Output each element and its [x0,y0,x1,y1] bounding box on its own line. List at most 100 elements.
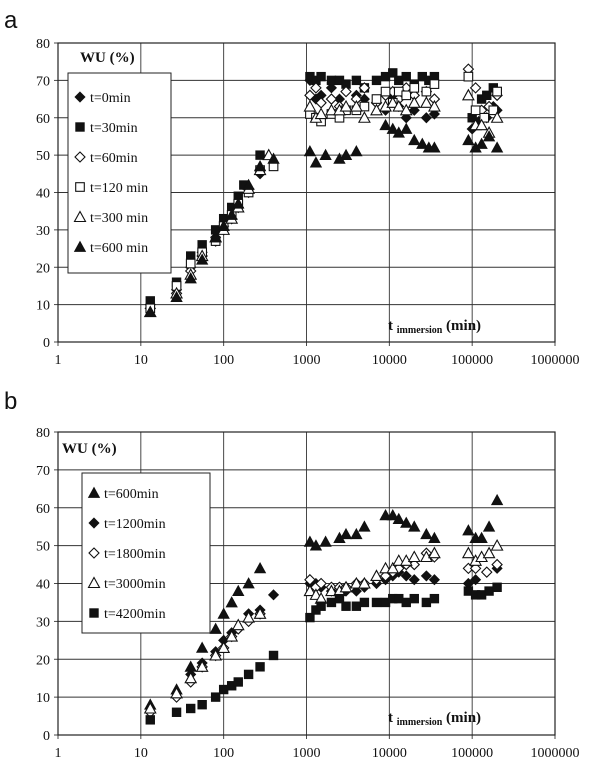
data-point [225,208,238,220]
data-point [428,141,441,153]
data-point [427,99,441,112]
plot-frame [57,431,556,736]
data-point [392,512,405,525]
data-point [217,641,231,653]
data-point [357,111,371,123]
data-point [303,99,317,112]
data-point [325,93,338,105]
data-point [316,601,326,611]
data-point [358,520,371,532]
data-point [303,584,317,597]
data-point [469,562,482,575]
data-point [242,577,255,589]
data-point [305,612,315,623]
data-point [428,574,440,586]
data-point [231,618,245,631]
data-point [409,593,419,604]
data-point [242,610,256,623]
legend-marker [74,91,86,103]
legend-marker [75,122,85,132]
data-point [408,574,420,586]
data-point [350,527,363,540]
data-point [401,71,411,82]
y-tick-label: 10 [36,299,50,314]
data-point [209,648,223,661]
series-6 [144,118,504,318]
data-point [303,145,317,157]
x-tick-label: 10000 [372,353,407,368]
data-point [408,133,421,146]
data-point [210,692,221,702]
data-point [339,148,353,161]
data-point [370,103,383,116]
data-point [461,88,475,101]
legend-label: t=0min [90,91,131,106]
data-point [325,584,338,597]
data-point [319,535,332,547]
data-point [309,156,323,168]
data-point [400,570,412,582]
data-point [409,83,420,93]
data-point [170,290,183,303]
data-point [492,582,502,592]
data-point [339,580,353,593]
data-point [428,531,441,543]
legend-marker [73,210,87,223]
data-point [358,82,371,94]
data-point [255,662,265,672]
series-2 [145,68,502,306]
data-point [357,576,371,589]
data-point [326,597,337,608]
data-point [232,584,245,596]
y-tick-label: 70 [36,74,50,89]
data-point [482,130,496,142]
data-point [359,597,370,608]
data-point [475,118,489,131]
data-point [371,75,382,86]
data-point [349,576,363,589]
data-point [233,677,243,687]
x-axis-label: t immersion (min) [388,710,481,728]
data-point [421,86,432,97]
data-point [488,105,499,116]
series-5 [145,582,502,725]
legend-label: t=300 min [90,211,148,226]
legend-marker [74,151,86,163]
data-point [340,85,352,98]
data-point [482,90,492,101]
data-point [359,101,370,112]
legend-label: t=1800min [104,547,166,562]
data-point [386,96,400,108]
data-point [427,546,441,559]
data-point [482,546,496,559]
y-tick-label: 50 [36,540,50,555]
legend-label: t=600 min [90,241,148,256]
data-point [470,105,481,116]
y-tick-label: 80 [36,426,50,441]
data-point [401,597,411,608]
data-point [334,593,345,604]
x-tick-label: 1000000 [531,353,580,368]
plot-frame [57,42,556,343]
data-point [195,660,209,672]
data-point [469,82,482,94]
data-point [144,305,157,318]
data-point [186,703,196,714]
y-tick-label: 50 [36,149,50,164]
panel-letter: b [4,388,17,415]
data-point [386,561,400,574]
legend-box [67,72,172,274]
data-point [380,86,391,97]
legend-label: t=4200min [104,607,166,622]
x-tick-label: 1 [55,353,62,368]
data-point [171,707,182,717]
data-point [462,524,475,536]
data-point [309,539,323,551]
data-point [325,103,338,116]
data-point [490,141,504,153]
data-point [255,150,265,160]
data-point [386,122,399,134]
data-point [310,82,322,94]
data-point [351,601,362,611]
y-tick-label: 20 [36,261,50,276]
